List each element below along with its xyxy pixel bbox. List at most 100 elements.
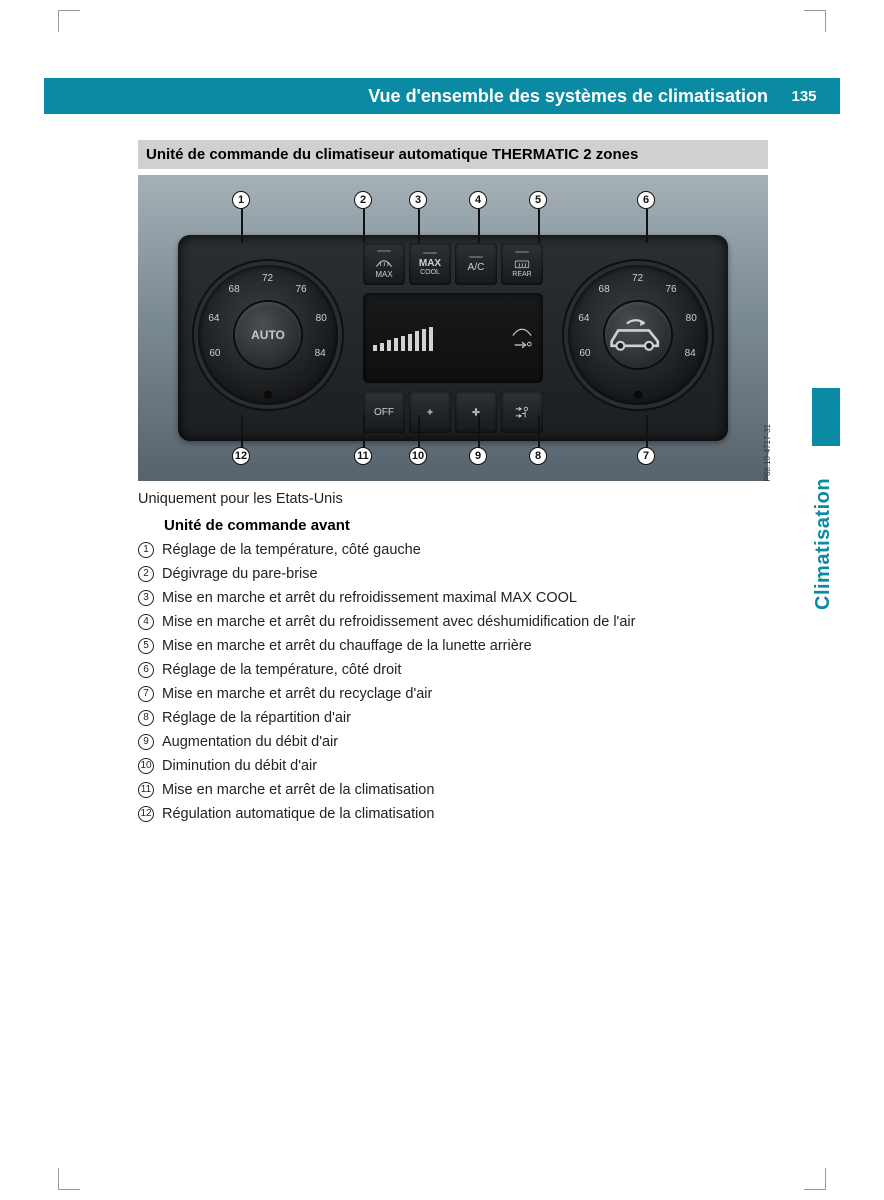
dial-indicator <box>263 389 273 399</box>
legend-item: 4 Mise en marche et arrêt du refroidissem… <box>138 612 768 633</box>
legend-text: Mise en marche et arrêt du recyclage d'a… <box>162 684 432 705</box>
car-recirculate-icon <box>605 315 671 355</box>
legend-text: Augmentation du débit d'air <box>162 732 338 753</box>
defrost-mode-icon <box>511 325 533 337</box>
control-unit-diagram: P68.10-4717-31 123456121110987 AUTO 6064… <box>138 175 768 481</box>
page-header: Vue d'ensemble des systèmes de climatisa… <box>44 78 840 114</box>
callout-2: 2 <box>354 191 372 209</box>
auto-knob[interactable]: AUTO <box>235 302 301 368</box>
dial-tick: 64 <box>208 313 219 324</box>
fan-small-icon <box>421 405 439 419</box>
callout-7: 7 <box>637 447 655 465</box>
legend-number: 10 <box>138 758 154 774</box>
legend-item: 1 Réglage de la température, côté gauche <box>138 540 768 561</box>
face-vent-icon <box>511 339 533 351</box>
legend-item: 11 Mise en marche et arrêt de la climatis… <box>138 780 768 801</box>
dial-tick: 72 <box>262 273 273 284</box>
legend-number: 2 <box>138 566 154 582</box>
dial-tick: 68 <box>229 284 240 295</box>
dial-tick: 84 <box>685 348 696 359</box>
recirculate-knob[interactable] <box>605 302 671 368</box>
rear-defrost-icon <box>513 257 531 271</box>
dial-tick: 76 <box>665 284 676 295</box>
legend-number: 8 <box>138 710 154 726</box>
callout-6: 6 <box>637 191 655 209</box>
center-display <box>363 293 543 383</box>
airflow-mode-icons <box>511 325 533 351</box>
legend-text: Régulation automatique de la climatisati… <box>162 804 434 825</box>
legend-text: Mise en marche et arrêt du refroidisseme… <box>162 612 635 633</box>
legend-item: 5 Mise en marche et arrêt du chauffage de… <box>138 636 768 657</box>
temperature-dial-left[interactable]: AUTO 60 64 68 72 76 80 84 <box>198 265 338 405</box>
legend-text: Diminution du débit d'air <box>162 756 317 777</box>
air-distribution-button[interactable] <box>501 391 543 433</box>
legend-text: Réglage de la température, côté droit <box>162 660 401 681</box>
dial-tick: 80 <box>316 313 327 324</box>
fan-large-icon <box>467 405 485 419</box>
dial-tick: 60 <box>209 348 220 359</box>
legend-item: 2 Dégivrage du pare-brise <box>138 564 768 585</box>
legend-text: Dégivrage du pare-brise <box>162 564 318 585</box>
ac-button[interactable]: A/C <box>455 243 497 285</box>
list-title: Unité de commande avant <box>164 517 768 534</box>
callout-10: 10 <box>409 447 427 465</box>
legend-text: Mise en marche et arrêt du refroidisseme… <box>162 588 577 609</box>
legend-number: 4 <box>138 614 154 630</box>
callout-8: 8 <box>529 447 547 465</box>
dial-tick: 68 <box>599 284 610 295</box>
legend-number: 7 <box>138 686 154 702</box>
page-number: 135 <box>780 88 828 105</box>
callout-12: 12 <box>232 447 250 465</box>
callout-1: 1 <box>232 191 250 209</box>
callout-3: 3 <box>409 191 427 209</box>
image-code: P68.10-4717-31 <box>763 424 772 481</box>
legend-item: 10 Diminution du débit d'air <box>138 756 768 777</box>
legend-number: 3 <box>138 590 154 606</box>
off-button[interactable]: OFF <box>363 391 405 433</box>
fan-decrease-button[interactable] <box>409 391 451 433</box>
callout-5: 5 <box>529 191 547 209</box>
legend-number: 1 <box>138 542 154 558</box>
section-heading: Unité de commande du climatiseur automat… <box>138 140 768 169</box>
dial-indicator <box>633 389 643 399</box>
rear-defrost-button[interactable]: REAR <box>501 243 543 285</box>
airflow-bars <box>373 325 433 351</box>
dial-tick: 76 <box>295 284 306 295</box>
control-panel: AUTO 60 64 68 72 76 80 84 60 64 68 72 76 80 84 <box>178 235 728 441</box>
legend-list: 1 Réglage de la température, côté gauche 2… <box>138 540 768 825</box>
header-title: Vue d'ensemble des systèmes de climatisa… <box>368 86 768 107</box>
legend-item: 9 Augmentation du débit d'air <box>138 732 768 753</box>
legend-item: 8 Réglage de la répartition d'air <box>138 708 768 729</box>
legend-number: 9 <box>138 734 154 750</box>
bottom-button-row: OFF <box>363 391 543 433</box>
legend-text: Réglage de la température, côté gauche <box>162 540 421 561</box>
callout-11: 11 <box>354 447 372 465</box>
temperature-dial-right[interactable]: 60646872768084 <box>568 265 708 405</box>
side-label: Climatisation <box>812 450 840 610</box>
callout-4: 4 <box>469 191 487 209</box>
defrost-icon <box>375 256 393 270</box>
max-cool-button[interactable]: MAX COOL <box>409 243 451 285</box>
legend-text: Mise en marche et arrêt de la climatisat… <box>162 780 434 801</box>
image-caption: Uniquement pour les Etats-Unis <box>138 491 768 507</box>
air-distribution-icon <box>513 405 531 419</box>
dial-tick: 64 <box>578 313 589 324</box>
dial-tick: 60 <box>579 348 590 359</box>
dial-tick: 72 <box>632 273 643 284</box>
dial-tick: 84 <box>315 348 326 359</box>
callout-9: 9 <box>469 447 487 465</box>
legend-item: 12 Régulation automatique de la climatisa… <box>138 804 768 825</box>
legend-text: Mise en marche et arrêt du chauffage de … <box>162 636 532 657</box>
legend-item: 6 Réglage de la température, côté droit <box>138 660 768 681</box>
legend-item: 7 Mise en marche et arrêt du recyclage d'… <box>138 684 768 705</box>
top-button-row: MAX MAX COOL A/C REAR <box>363 243 543 285</box>
legend-item: 3 Mise en marche et arrêt du refroidissem… <box>138 588 768 609</box>
legend-number: 6 <box>138 662 154 678</box>
legend-text: Réglage de la répartition d'air <box>162 708 351 729</box>
fan-increase-button[interactable] <box>455 391 497 433</box>
legend-number: 12 <box>138 806 154 822</box>
defrost-max-button[interactable]: MAX <box>363 243 405 285</box>
legend-number: 11 <box>138 782 154 798</box>
content: Unité de commande du climatiseur automat… <box>138 140 768 828</box>
legend-number: 5 <box>138 638 154 654</box>
